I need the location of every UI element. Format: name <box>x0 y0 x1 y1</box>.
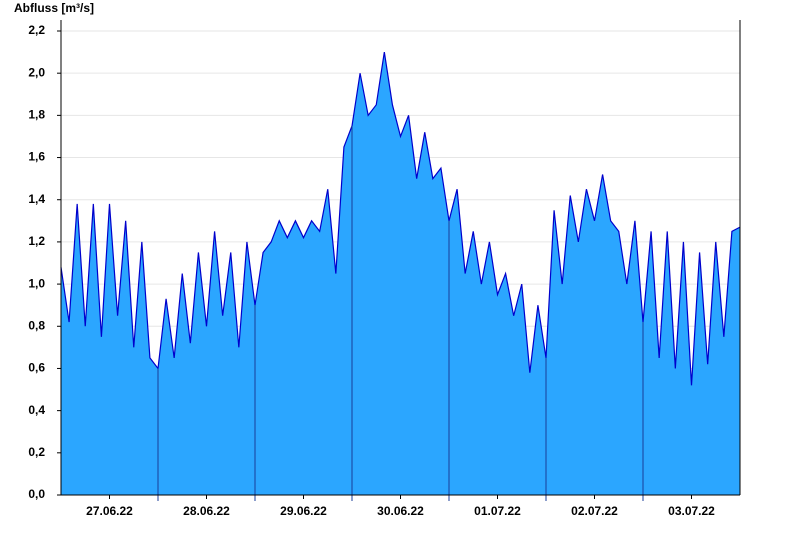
x-tick-label: 28.06.22 <box>183 504 230 518</box>
x-tick-label: 27.06.22 <box>86 504 133 518</box>
y-tick-label: 2,0 <box>28 65 45 79</box>
area <box>61 52 740 495</box>
y-tick-label: 0,0 <box>28 487 45 501</box>
x-tick-label: 30.06.22 <box>377 504 424 518</box>
chart-title: Abfluss [m³/s] <box>14 1 94 15</box>
y-tick-label: 0,4 <box>28 403 45 417</box>
x-tick-label: 29.06.22 <box>280 504 327 518</box>
y-tick-label: 1,8 <box>28 108 45 122</box>
y-tick-label: 1,4 <box>28 192 45 206</box>
y-tick-label: 1,6 <box>28 150 45 164</box>
y-tick-label: 2,2 <box>28 23 45 37</box>
y-tick-label: 1,2 <box>28 234 45 248</box>
x-tick-label: 01.07.22 <box>474 504 521 518</box>
y-tick-label: 0,6 <box>28 361 45 375</box>
x-tick-label: 02.07.22 <box>571 504 618 518</box>
y-tick-label: 0,2 <box>28 445 45 459</box>
y-tick-label: 1,0 <box>28 276 45 290</box>
line <box>60 51 741 386</box>
x-tick-label: 03.07.22 <box>668 504 715 518</box>
y-tick-label: 0,8 <box>28 318 45 332</box>
